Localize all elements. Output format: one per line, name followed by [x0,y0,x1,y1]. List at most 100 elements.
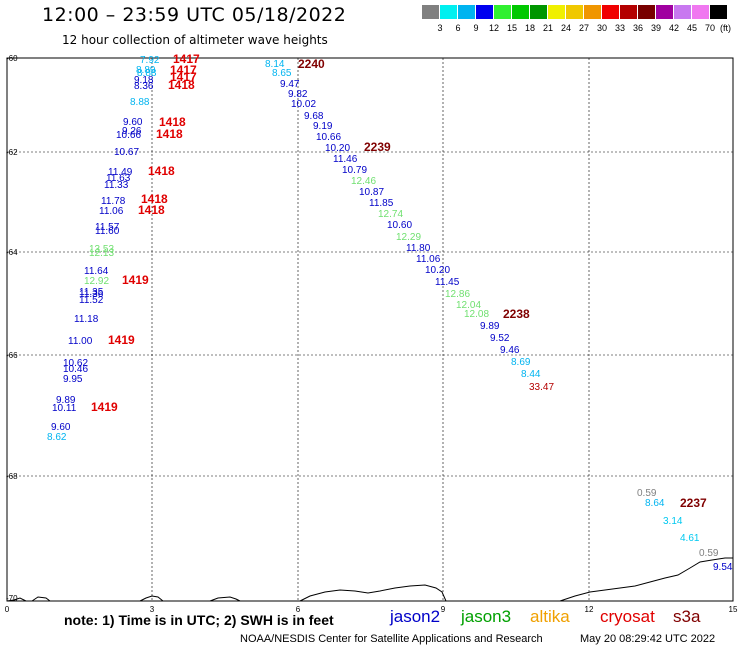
legend-swatch [620,5,637,19]
legend-swatch [530,5,547,19]
lon-label: 15 [729,605,738,614]
swh-value: 11.80 [406,243,431,254]
swh-value: 11.78 [101,196,126,207]
swh-value: 10.46 [63,364,88,375]
legend-label: 3 [437,23,443,33]
swh-value: 12.04 [456,300,481,311]
swh-value: 8.64 [645,498,665,509]
swh-value: 9.18 [134,75,154,86]
satellite-legend-s3a: s3a [673,607,701,626]
swh-value: 8.62 [47,432,67,443]
graticule [7,58,733,601]
swh-value: 0.59 [699,548,719,559]
legend-swatch [584,5,601,19]
legend-swatch [512,5,529,19]
footer-note: note: 1) Time is in UTC; 2) SWH is in fe… [64,612,334,628]
swh-value: 9.19 [313,121,333,132]
pass-time-label: 1418 [138,203,165,217]
swh-value: 12.74 [378,209,403,220]
swh-value: 12.92 [84,276,109,287]
legend-label: 12 [488,23,499,33]
pass-time-label: 1418 [168,78,195,92]
legend-unit: (ft) [720,23,731,33]
legend-label: 39 [650,23,661,33]
lat-label: -60 [6,54,18,63]
swh-value: 8.69 [511,357,531,368]
legend-swatch [458,5,475,19]
swh-value: 11.33 [104,180,129,191]
pass-time-label: 2238 [503,307,530,321]
swh-value: 11.64 [84,266,109,277]
legend-label: 27 [578,23,589,33]
swh-value: 9.68 [304,111,324,122]
legend-label: 30 [596,23,607,33]
legend-swatch [602,5,619,19]
swh-value: 11.49 [108,167,133,178]
satellite-legend-cryosat: cryosat [600,607,655,626]
lon-label: 3 [150,605,155,614]
pass-time-label: 2237 [680,496,707,510]
page-title: 12:00 – 23:59 UTC 05/18/2022 [42,4,347,26]
page-subtitle: 12 hour collection of altimeter wave hei… [62,33,328,47]
pass-time-label: 1417 [173,52,200,66]
swh-value: 9.47 [280,79,300,90]
pass-time-label: 1417 [170,63,197,77]
swh-value: 9.89 [56,395,76,406]
legend-label: 45 [686,23,697,33]
pass-time-label: 1418 [141,192,168,206]
swh-value: 8.88 [130,97,150,108]
swh-value: 12.29 [396,232,421,243]
pass-time-label: 1417 [170,70,197,84]
lat-label: -68 [6,472,18,481]
swh-value: 10.62 [63,358,88,369]
swh-value: 11.35 [79,287,104,298]
pass-time-label: 1418 [159,115,186,129]
swh-value: 9.26 [122,126,142,137]
satellite-legend-jason3: jason3 [461,607,512,626]
swh-value: 10.87 [359,187,384,198]
swh-value: 10.20 [425,265,450,276]
swh-value: 11.63 [106,173,131,184]
lon-label: 9 [441,605,446,614]
swh-value: 11.18 [74,314,99,325]
generated-timestamp: May 20 08:29:42 UTC 2022 [580,633,716,645]
swh-value: 12.13 [89,248,114,259]
legend-label: 18 [524,23,535,33]
swh-value: 8.14 [265,59,285,70]
legend-swatch [440,5,457,19]
swh-value: 8.88 [137,68,157,79]
swh-value: 10.79 [342,165,367,176]
swh-value: 8.44 [521,369,541,380]
swh-value: 12.08 [464,309,489,320]
legend-swatch [422,5,439,19]
swh-value: 11.06 [416,254,441,265]
pass-time-label: 1418 [156,127,183,141]
legend-label: 36 [632,23,643,33]
swh-value: 7.92 [140,55,160,66]
lon-label: 0 [5,605,10,614]
legend-label: 15 [506,23,517,33]
swh-value: 10.02 [291,99,316,110]
swh-value: 11.36 [79,289,104,300]
swh-value: 4.61 [680,533,700,544]
pass-time-label: 1419 [122,273,149,287]
legend-swatch [692,5,709,19]
swh-value: 9.60 [123,117,143,128]
pass-time-label: 2239 [364,140,391,154]
lon-label: 12 [585,605,594,614]
legend-swatch [710,5,727,19]
swh-value: 9.82 [288,89,308,100]
legend-swatch [476,5,493,19]
swh-value: 9.95 [63,374,83,385]
legend-swatch [548,5,565,19]
swh-value: 11.46 [333,154,358,165]
legend-swatch [656,5,673,19]
antarctic-coastline [6,557,733,602]
lon-label: 6 [296,605,301,614]
legend-label: 33 [614,23,625,33]
legend-label: 42 [668,23,679,33]
swh-value: 11.06 [99,206,124,217]
swh-value: 8.89 [136,65,156,76]
legend-swatch [674,5,691,19]
